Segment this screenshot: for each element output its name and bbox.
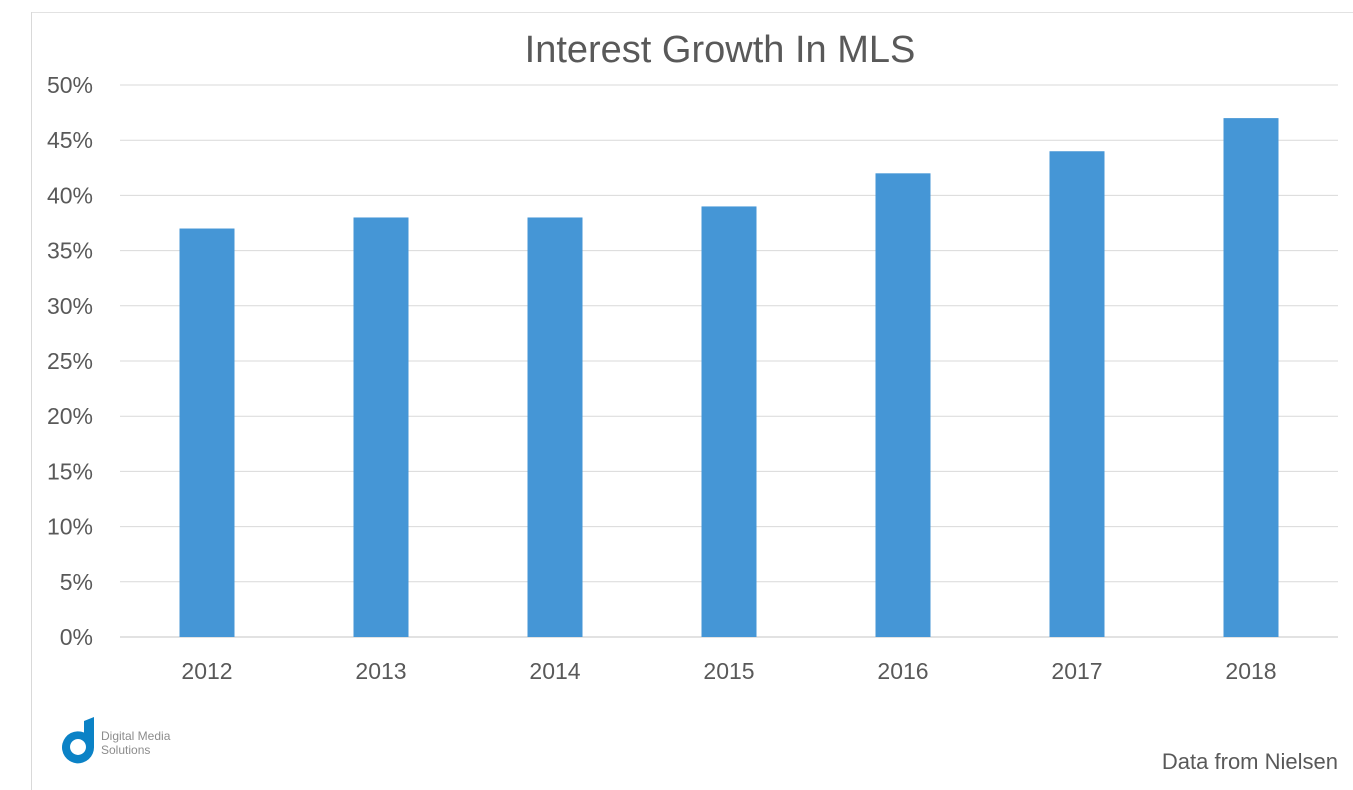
y-tick-label: 40% xyxy=(47,182,93,208)
y-tick-label: 10% xyxy=(47,514,93,540)
digital-media-solutions-logo: Digital Media Solutions xyxy=(62,717,222,775)
y-tick-label: 15% xyxy=(47,458,93,484)
bar-2013 xyxy=(353,217,409,638)
y-tick-label: 20% xyxy=(47,403,93,429)
chart-frame-left-border xyxy=(31,12,32,790)
x-axis-ticks: 2012 2013 2014 2015 2016 2017 2018 xyxy=(181,658,1276,684)
y-tick-label: 45% xyxy=(47,127,93,153)
y-tick-label: 35% xyxy=(47,238,93,264)
bar-2018 xyxy=(1223,118,1279,638)
chart-frame-top-border xyxy=(31,12,1353,13)
x-tick-label: 2013 xyxy=(355,658,406,684)
y-tick-label: 25% xyxy=(47,348,93,374)
x-tick-label: 2018 xyxy=(1225,658,1276,684)
y-tick-label: 50% xyxy=(47,72,93,98)
y-axis-ticks: 0% 5% 10% 15% 20% 25% 30% 35% 40% 45% 50% xyxy=(47,72,93,650)
x-tick-label: 2016 xyxy=(877,658,928,684)
chart-title: Interest Growth In MLS xyxy=(525,29,916,71)
x-tick-label: 2012 xyxy=(181,658,232,684)
bar-2015 xyxy=(701,206,757,637)
bar-2012 xyxy=(179,228,235,637)
logo-line-1: Digital Media xyxy=(101,729,171,743)
bar-2017 xyxy=(1049,151,1105,638)
y-tick-label: 5% xyxy=(60,569,93,595)
y-tick-label: 0% xyxy=(60,624,93,650)
bar-2014 xyxy=(527,217,583,638)
source-note: Data from Nielsen xyxy=(1161,749,1338,774)
logo-d-icon xyxy=(62,717,95,764)
x-tick-label: 2014 xyxy=(529,658,580,684)
x-tick-label: 2015 xyxy=(703,658,754,684)
bar-2016 xyxy=(875,173,931,637)
logo-line-2: Solutions xyxy=(101,743,151,757)
y-tick-label: 30% xyxy=(47,293,93,319)
x-tick-label: 2017 xyxy=(1051,658,1102,684)
logo-text: Digital Media Solutions xyxy=(101,729,170,757)
bars xyxy=(179,118,1279,638)
